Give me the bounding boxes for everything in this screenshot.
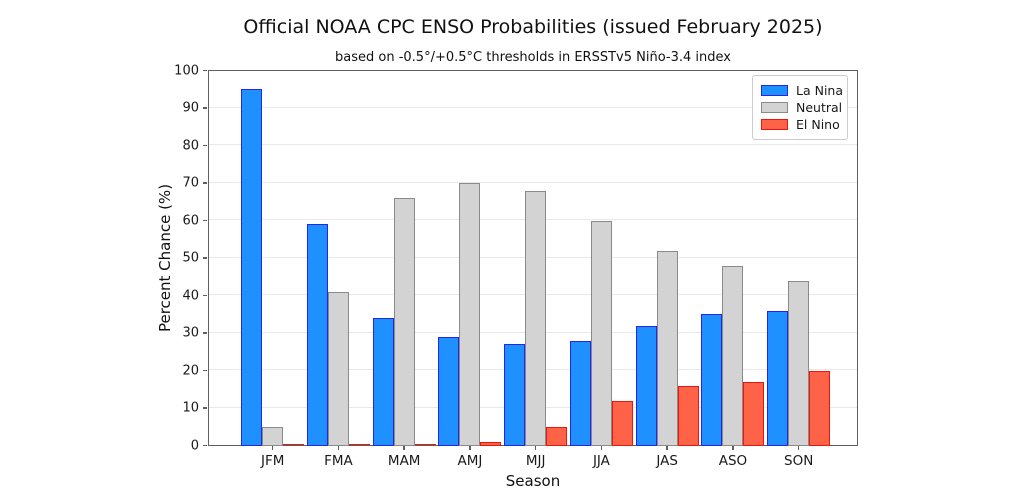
x-tick-label-amj: AMJ — [457, 453, 483, 469]
bar-neutral-jja — [590, 220, 612, 446]
y-tick-mark-40 — [203, 294, 207, 297]
bar-neutral-amj — [459, 183, 481, 446]
x-tick-label-aso: ASO — [718, 453, 748, 469]
x-tick-mark-mjj — [534, 446, 537, 450]
x-tick-label-jas: JAS — [656, 453, 678, 469]
bar-el-nino-amj — [480, 441, 502, 446]
y-tick-mark-50 — [203, 257, 207, 259]
bar-el-nino-mam — [414, 443, 436, 446]
bar-la-nina-aso — [701, 314, 723, 446]
x-tick-mark-aso — [732, 446, 734, 450]
bar-el-nino-fma — [348, 443, 370, 446]
y-tick-label-60: 60 — [182, 213, 199, 228]
bar-la-nina-jfm — [241, 89, 263, 446]
bar-neutral-mjj — [525, 190, 547, 446]
bar-el-nino-mjj — [546, 426, 568, 446]
y-tick-label-80: 80 — [182, 138, 199, 153]
gridline-90 — [209, 106, 857, 108]
y-tick-mark-30 — [203, 332, 207, 334]
y-tick-label-0: 0 — [190, 438, 199, 453]
bar-neutral-mam — [393, 198, 415, 446]
bar-la-nina-amj — [438, 336, 460, 446]
y-tick-label-30: 30 — [182, 325, 199, 341]
x-tick-mark-jas — [666, 446, 668, 450]
x-tick-label-mjj: MJJ — [525, 453, 546, 469]
legend: La Nina Neutral El Nino — [752, 75, 848, 140]
x-tick-mark-jfm — [271, 446, 274, 450]
y-tick-mark-90 — [203, 107, 207, 109]
y-tick-mark-0 — [203, 444, 207, 447]
x-tick-mark-jja — [600, 446, 603, 450]
x-tick-label-son: SON — [784, 453, 814, 469]
legend-row-el-nino: El Nino — [761, 116, 840, 133]
x-tick-label-jja: JJA — [592, 453, 610, 469]
y-tick-mark-20 — [203, 369, 207, 372]
bar-neutral-jas — [656, 250, 678, 446]
y-tick-mark-80 — [203, 144, 207, 147]
x-tick-label-jfm: JFM — [260, 453, 285, 469]
bar-el-nino-jas — [677, 385, 699, 446]
y-tick-mark-70 — [203, 182, 207, 184]
bar-la-nina-mjj — [504, 344, 526, 446]
bar-la-nina-son — [767, 310, 789, 446]
el-nino-swatch-icon — [761, 119, 788, 130]
x-tick-label-fma: FMA — [324, 453, 353, 469]
bar-la-nina-jas — [635, 325, 657, 446]
y-tick-label-40: 40 — [182, 288, 199, 303]
bar-el-nino-jfm — [283, 443, 305, 446]
x-tick-mark-mam — [403, 446, 405, 450]
legend-row-la-nina: La Nina — [761, 82, 843, 99]
y-tick-mark-10 — [203, 407, 207, 409]
x-tick-label-mam: MAM — [387, 453, 421, 469]
chart-subtitle: based on -0.5°/+0.5°C thresholds in ERSS… — [335, 50, 731, 65]
y-tick-label-70: 70 — [182, 175, 199, 191]
bar-neutral-aso — [722, 265, 744, 446]
legend-label-el-nino: El Nino — [796, 117, 840, 132]
x-tick-mark-amj — [469, 446, 471, 450]
bar-neutral-jfm — [262, 426, 284, 446]
y-tick-mark-60 — [203, 219, 207, 222]
x-axis-label: Season — [505, 472, 561, 490]
gridline-80 — [209, 144, 857, 145]
y-tick-label-20: 20 — [182, 363, 199, 378]
bar-neutral-son — [788, 280, 810, 446]
bar-la-nina-jja — [569, 340, 591, 446]
bar-neutral-fma — [327, 291, 349, 446]
y-tick-label-50: 50 — [182, 250, 199, 266]
legend-label-neutral: Neutral — [796, 100, 843, 115]
y-tick-label-100: 100 — [174, 63, 199, 78]
bar-el-nino-aso — [743, 381, 765, 446]
bar-la-nina-mam — [372, 318, 394, 446]
legend-label-la-nina: La Nina — [796, 83, 844, 98]
neutral-swatch-icon — [761, 102, 788, 113]
y-tick-label-90: 90 — [182, 100, 199, 116]
gridline-70 — [209, 181, 857, 183]
la-nina-swatch-icon — [761, 85, 788, 96]
bar-el-nino-son — [809, 370, 831, 446]
legend-row-neutral: Neutral — [761, 99, 843, 116]
x-tick-mark-son — [797, 446, 800, 450]
bar-la-nina-fma — [306, 224, 328, 446]
y-tick-mark-100 — [203, 69, 207, 72]
chart-title: Official NOAA CPC ENSO Probabilities (is… — [243, 16, 823, 38]
y-tick-label-10: 10 — [182, 400, 199, 416]
bar-el-nino-jja — [611, 400, 633, 446]
x-tick-mark-fma — [337, 446, 340, 450]
